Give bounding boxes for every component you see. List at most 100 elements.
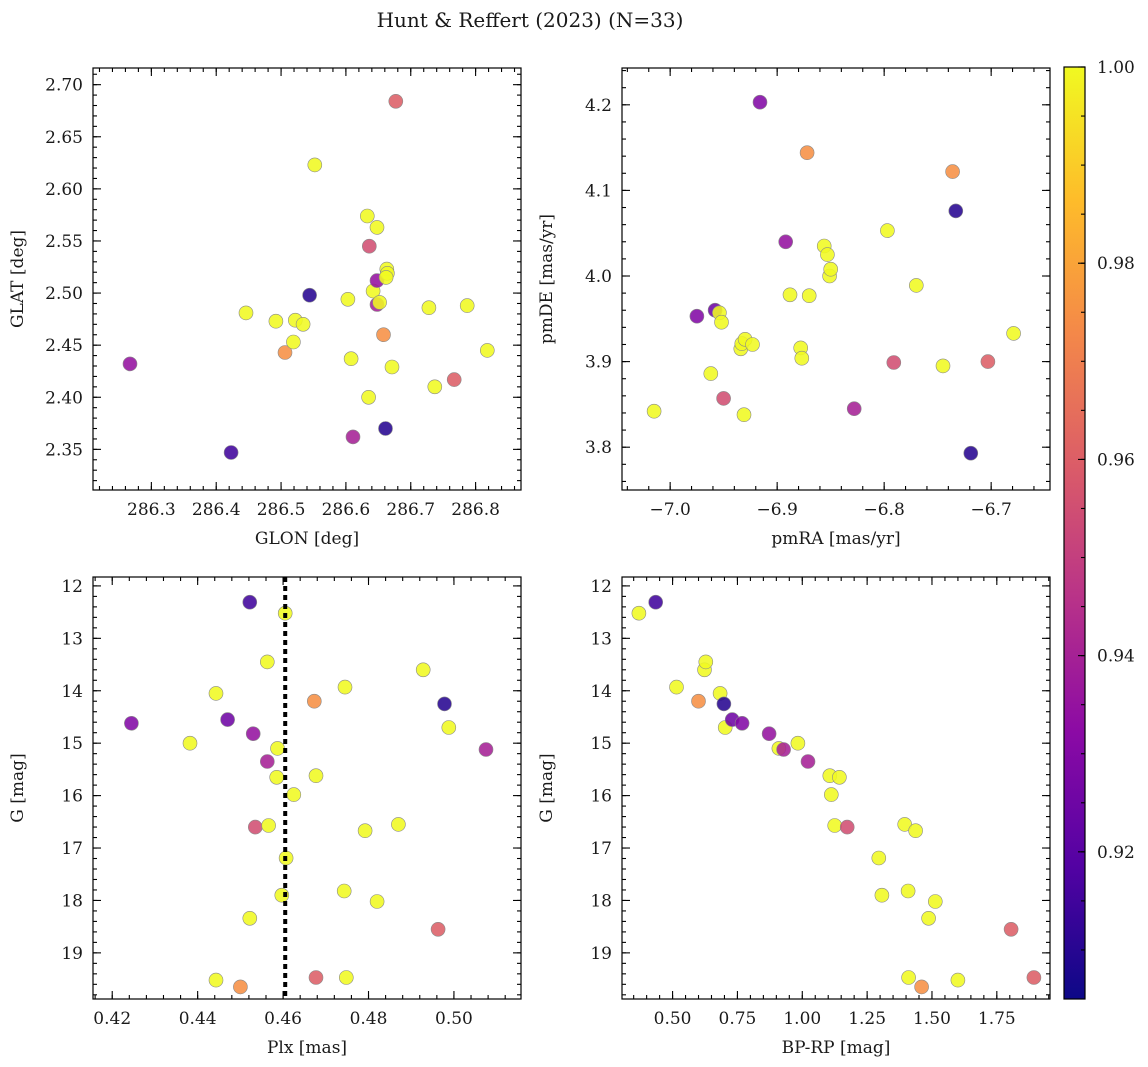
data-point — [242, 910, 258, 926]
colorbar-frame — [1063, 66, 1086, 1000]
data-point — [415, 662, 431, 678]
data-point — [427, 379, 443, 395]
x-tick-label: −6.7 — [971, 500, 1012, 520]
data-point — [897, 817, 913, 832]
data-point — [336, 883, 352, 899]
x-tick-label: 286.8 — [451, 500, 500, 520]
data-point — [703, 366, 719, 381]
data-point — [208, 972, 224, 988]
data-point — [827, 818, 843, 833]
data-point — [948, 203, 964, 219]
data-point — [345, 429, 361, 445]
y-tick-label: 14 — [590, 682, 612, 702]
data-point — [378, 270, 394, 285]
y-tick-label: 17 — [590, 839, 612, 859]
x-tick-label: −6.9 — [757, 500, 798, 520]
x-tick-label: 0.44 — [179, 1009, 217, 1029]
data-point — [421, 300, 437, 316]
x-tick-label: 1.50 — [913, 1009, 951, 1029]
y-tick-label: 12 — [61, 577, 83, 597]
data-point — [437, 696, 452, 712]
data-point — [245, 726, 261, 742]
data-point — [820, 247, 835, 262]
data-point — [823, 261, 839, 277]
data-point — [648, 594, 664, 610]
y-tick-label: 2.50 — [45, 284, 83, 304]
colorbar: 0.92 0.94 0.96 0.98 1.00 — [1063, 58, 1135, 1000]
data-point — [261, 818, 276, 833]
data-point — [935, 358, 951, 374]
y-tick-label: 19 — [61, 944, 83, 964]
panel-bprp-g: 0.50 0.75 1.00 1.25 1.50 1.75 12 13 14 15 16 17 18 19… — [537, 576, 1051, 1058]
data-point — [776, 742, 791, 757]
data-point — [801, 288, 817, 304]
data-point — [880, 223, 895, 238]
x-tick-label: 0.42 — [93, 1009, 131, 1029]
data-point — [1026, 970, 1042, 985]
data-point — [901, 970, 916, 985]
x-tick-label: 0.50 — [654, 1009, 692, 1029]
data-point — [233, 979, 248, 995]
y-tick-label: 17 — [61, 839, 83, 859]
y-tick-label: 2.40 — [45, 388, 83, 408]
data-point — [302, 287, 317, 303]
data-point — [124, 715, 139, 731]
data-point — [736, 407, 752, 423]
axes-frame — [92, 67, 522, 491]
y-tick-label: 3.9 — [585, 353, 612, 373]
x-tick-label: −7.0 — [650, 500, 691, 520]
y-tick-label: 2.55 — [45, 232, 83, 252]
data-point — [182, 735, 198, 751]
data-point — [277, 345, 293, 360]
x-tick-label: 1.75 — [978, 1009, 1016, 1029]
x-axis-label: GLON [deg] — [255, 529, 359, 549]
data-point — [359, 208, 375, 224]
y-tick-label: 2.35 — [45, 440, 83, 460]
data-point — [248, 819, 263, 835]
x-tick-label: 286.7 — [386, 500, 435, 520]
data-point — [308, 768, 324, 784]
data-point — [259, 654, 275, 670]
data-point — [908, 278, 924, 293]
data-point — [357, 823, 373, 839]
data-point — [338, 970, 354, 985]
data-point — [778, 234, 794, 250]
axes-frame — [621, 67, 1051, 491]
y-tick-label: 16 — [590, 787, 612, 807]
data-point — [259, 754, 275, 769]
y-tick-label: 2.45 — [45, 336, 83, 356]
x-axis-label: pmRA [mas/yr] — [771, 529, 900, 549]
data-point — [646, 403, 662, 419]
x-axis-label: BP-RP [mag] — [782, 1038, 891, 1058]
x-axis-label: Plx [mas] — [267, 1038, 347, 1058]
data-point — [268, 313, 284, 329]
y-axis-label: G [mag] — [537, 753, 557, 822]
data-point — [839, 819, 855, 835]
data-point — [790, 735, 806, 751]
colorbar-tick-label: 0.92 — [1097, 843, 1135, 863]
y-tick-label: 2.60 — [45, 180, 83, 200]
data-point — [307, 157, 323, 173]
panel-plx-g: 0.42 0.44 0.46 0.48 0.50 12 13 14 15 16 17 18 19 Plx … — [8, 576, 522, 1058]
data-point — [478, 742, 494, 757]
panel-glon-glat: 286.3 286.4 286.5 286.6 286.7 286.8 2.35 2.40 2.… — [8, 67, 522, 549]
data-point — [800, 754, 816, 769]
data-point — [927, 894, 943, 909]
data-point — [361, 389, 376, 405]
y-tick-label: 4.2 — [585, 96, 612, 116]
data-point — [900, 883, 916, 899]
data-point — [306, 693, 322, 709]
points — [122, 94, 495, 460]
y-tick-label: 19 — [590, 944, 612, 964]
data-point — [716, 696, 732, 712]
data-point — [308, 970, 324, 985]
data-point — [832, 769, 847, 785]
x-tick-label: 0.75 — [719, 1009, 757, 1029]
y-tick-label: 18 — [61, 891, 83, 911]
y-tick-label: 15 — [61, 734, 83, 754]
figure-title: Hunt & Reffert (2023) (N=33) — [377, 8, 684, 32]
y-tick-label: 16 — [61, 787, 83, 807]
data-point — [669, 679, 684, 695]
y-tick-label: 14 — [61, 682, 83, 702]
y-tick-label: 3.8 — [585, 438, 612, 458]
